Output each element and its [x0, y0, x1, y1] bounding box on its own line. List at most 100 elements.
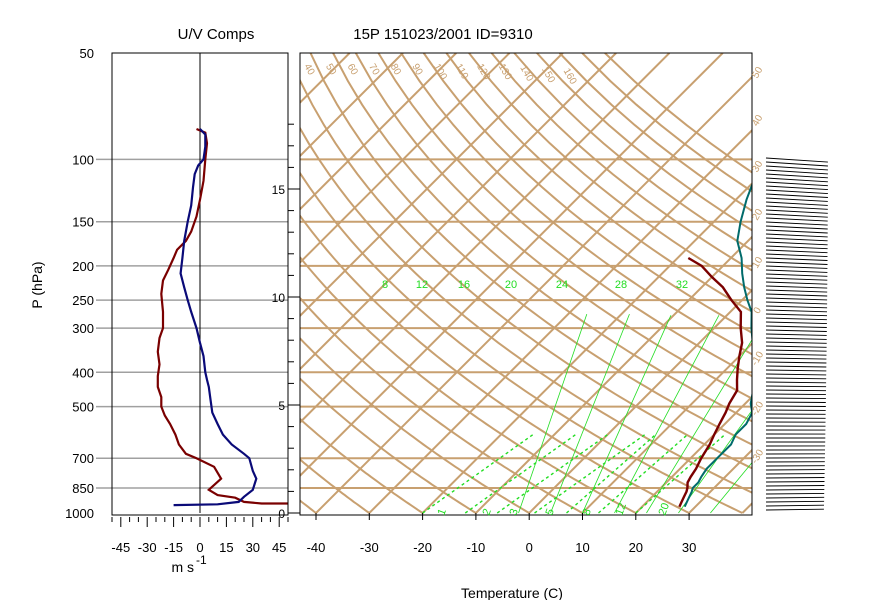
pressure-tick-label: 400 — [72, 365, 94, 380]
dry-adiabat-label: 90 — [409, 62, 424, 78]
isotherm-line — [300, 53, 404, 158]
wind-barb — [765, 365, 827, 368]
dry-adiabat-line — [300, 458, 370, 514]
saturated-adiabat-line — [646, 338, 752, 514]
dry-adiabat-line — [354, 53, 752, 400]
wind-tick-label: -15 — [164, 540, 183, 555]
temperature-tick-label: -40 — [307, 540, 326, 555]
dry-adiabat-line — [490, 53, 752, 272]
mixing-ratio-line — [566, 434, 657, 514]
dry-adiabat-line — [300, 417, 424, 514]
v-wind-series — [173, 128, 258, 507]
dry-adiabat-label: 70 — [366, 62, 381, 78]
wind-barb — [765, 157, 828, 163]
isotherm-line — [315, 75, 752, 514]
mixing-ratio-label: 5 — [544, 507, 557, 517]
wind-unit-label: m s — [171, 559, 194, 575]
dry-adiabat-line — [300, 126, 752, 494]
wind-barb — [765, 321, 827, 325]
pressure-tick-label: 200 — [72, 259, 94, 274]
wind-barb — [765, 173, 828, 179]
wind-barb — [765, 177, 828, 183]
wind-barb — [765, 165, 828, 171]
pressure-tick-labels: 50 100 150 200 250 300 400 500 700 850 1000 — [65, 46, 94, 521]
dewpoint-series — [683, 182, 752, 508]
isotherm-line — [300, 53, 671, 424]
wind-barb — [765, 397, 826, 400]
wind-barb — [765, 301, 828, 305]
temperature-tick-label: 20 — [629, 540, 643, 555]
pressure-tick-label: 700 — [72, 451, 94, 466]
wind-barb — [765, 341, 827, 344]
wind-barb — [765, 161, 828, 167]
wind-barb — [765, 333, 827, 336]
wind-barb — [765, 361, 827, 364]
dry-adiabat-label: 40 — [301, 62, 316, 78]
mixing-ratio-lines — [422, 314, 752, 514]
dry-adiabat-label: 110 — [453, 62, 471, 82]
saturated-adiabat-label: 28 — [615, 279, 627, 291]
dry-adiabat-line — [332, 53, 752, 423]
dry-adiabat-line — [300, 214, 690, 514]
dry-adiabat-line — [309, 53, 752, 446]
wind-barb — [765, 313, 828, 317]
temperature-tick-label: -30 — [360, 540, 379, 555]
wind-tick-label: 0 — [196, 540, 203, 555]
height-tick-label: 15 — [272, 183, 286, 197]
isotherm-line — [581, 342, 752, 514]
wind-barb — [765, 241, 828, 246]
wind-barb — [765, 381, 827, 384]
wind-barb — [765, 377, 827, 380]
mixing-ratio-label: 20 — [657, 501, 672, 517]
mixing-ratio-label: 8 — [581, 507, 594, 517]
wind-barb — [765, 504, 825, 507]
wind-barb — [765, 269, 828, 273]
wind-tick-label: -45 — [111, 540, 130, 555]
uv-panel-plot-area — [156, 53, 288, 513]
wind-barb — [765, 201, 828, 206]
mixing-ratio-line — [534, 433, 646, 514]
height-ticks: 0 5 10 15 — [272, 123, 300, 521]
saturated-adiabat-label: 16 — [458, 279, 470, 291]
dry-adiabat-line — [468, 53, 752, 292]
saturated-adiabat-line — [710, 461, 752, 514]
isotherm-line — [741, 501, 752, 514]
wind-barb — [765, 496, 825, 499]
wind-barb — [765, 193, 828, 198]
wind-barb — [765, 389, 827, 392]
temperature-tick-label: -20 — [413, 540, 432, 555]
saturated-adiabat-line — [518, 314, 588, 514]
mixing-ratio-label: 2 — [481, 507, 494, 517]
dry-adiabat-line — [300, 336, 530, 514]
wind-barb — [765, 261, 828, 265]
saturated-adiabat-label: 12 — [416, 279, 428, 291]
wind-barb — [765, 205, 828, 210]
wind-barb — [765, 281, 828, 285]
dry-adiabat-line — [300, 377, 477, 514]
wind-barb — [765, 245, 828, 250]
wind-barb — [765, 225, 828, 230]
dry-adiabat-line — [422, 53, 752, 334]
right-edge-label: 30 — [750, 159, 765, 175]
wind-barb — [765, 329, 827, 332]
wind-axis-tick-labels: -45 -30 -15 0 15 30 45 — [111, 540, 286, 555]
temperature-tick-labels: -40 -30 -20 -10 0 10 20 30 — [307, 513, 696, 555]
wind-barb — [765, 477, 825, 479]
wind-barb — [765, 393, 826, 396]
wind-barb — [765, 293, 828, 297]
wind-barb — [765, 369, 827, 372]
wind-barb — [765, 485, 825, 487]
dry-adiabat-label: 50 — [323, 62, 338, 78]
wind-barb — [765, 265, 828, 269]
isotherm-line — [796, 53, 887, 513]
mixing-ratio-line — [598, 434, 689, 514]
wind-barb — [765, 277, 828, 281]
wind-barb — [765, 209, 828, 214]
wind-tick-label: 15 — [219, 540, 233, 555]
saturated-adiabat-label: 32 — [676, 279, 688, 291]
isotherm-line — [300, 53, 351, 105]
right-edge-label: 0 — [752, 305, 765, 316]
wind-barb — [765, 221, 828, 226]
wind-tick-label: 30 — [246, 540, 260, 555]
wind-barb — [765, 185, 828, 191]
